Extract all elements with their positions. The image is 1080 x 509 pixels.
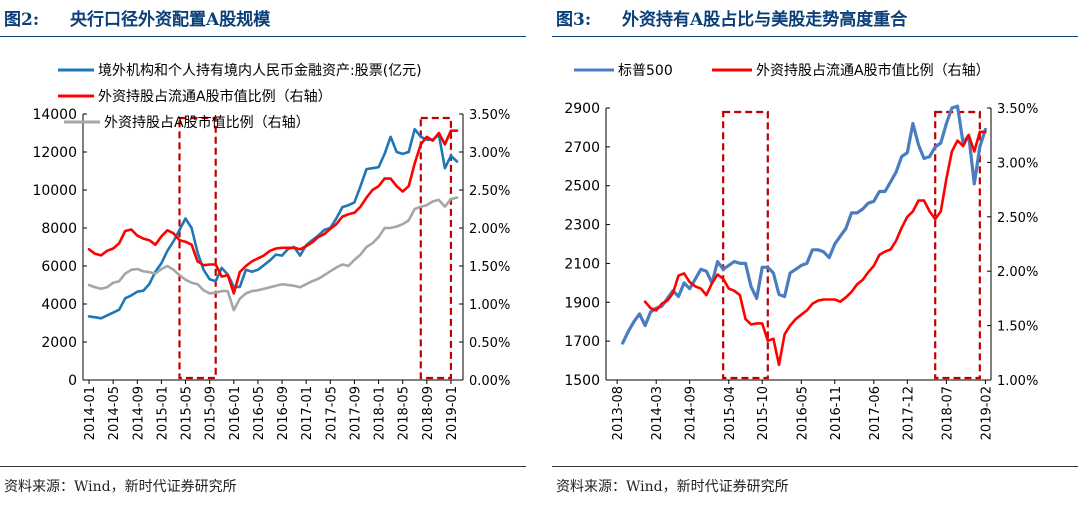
fig3-x-tick-label: 2014-03 bbox=[650, 386, 665, 440]
fig3-y-right-tick-label: 3.00% bbox=[997, 156, 1038, 171]
fig3-y-right-tick-label: 1.00% bbox=[997, 374, 1038, 389]
figure-2-bottom-rule bbox=[0, 466, 526, 467]
fig2-x-tick-label: 2018-05 bbox=[397, 386, 412, 440]
fig2-y-right-tick-label: 1.00% bbox=[469, 298, 510, 313]
figure-3-chart: 1500 1700 1900 2100 2300 2500 2700 2900 1.00% 1.5… bbox=[564, 62, 1038, 440]
fig2-x-tick-label: 2015-01 bbox=[155, 386, 170, 440]
figure-3-source: 资料来源：Wind，新时代证券研究所 bbox=[556, 479, 789, 495]
fig3-x-tick-label: 2013-08 bbox=[611, 386, 626, 440]
fig3-x-tick-label: 2019-02 bbox=[979, 386, 994, 440]
fig2-y-right-tick-label: 1.50% bbox=[469, 260, 510, 275]
fig3-y-left-tick-label: 2300 bbox=[564, 218, 600, 234]
fig2-y-left-tick-label: 6000 bbox=[41, 259, 77, 275]
fig3-y-right-tick-label: 3.50% bbox=[997, 102, 1038, 117]
fig2-x-tick-label: 2015-09 bbox=[204, 386, 219, 440]
fig2-x-tick-label: 2014-09 bbox=[131, 386, 146, 440]
fig3-y-left-tick-label: 1700 bbox=[564, 334, 600, 350]
fig3-y-right-tick-label: 2.00% bbox=[997, 265, 1038, 280]
fig3-y-right-tick-label: 1.50% bbox=[997, 320, 1038, 335]
fig2-y-right-tick-label: 2.00% bbox=[469, 222, 510, 237]
fig2-series-line-1 bbox=[87, 129, 459, 295]
fig2-series-line-0 bbox=[87, 127, 459, 320]
fig2-dashed-highlight-box bbox=[419, 116, 453, 380]
fig3-series-line-0 bbox=[621, 104, 987, 345]
fig2-x-tick-label: 2017-09 bbox=[348, 386, 363, 440]
fig2-y-right-tick-label: 3.50% bbox=[469, 108, 510, 123]
figure-2-panel: 图2: 央行口径外资配置A股规模 0 2000 4000 6000 8000 10000 12… bbox=[0, 0, 528, 509]
fig2-x-tick-label: 2016-01 bbox=[228, 386, 243, 440]
fig3-x-tick-label: 2016-11 bbox=[829, 386, 844, 440]
fig2-legend-label-2: 外资持股占A股市值比例（右轴） bbox=[104, 114, 310, 131]
fig3-legend-label-0: 标普500 bbox=[618, 63, 673, 79]
fig2-x-tick-label: 2017-01 bbox=[300, 386, 315, 440]
figure-2-source: 资料来源：Wind，新时代证券研究所 bbox=[4, 479, 237, 495]
fig2-y-right-tick-label: 2.50% bbox=[469, 184, 510, 199]
fig3-dashed-highlight-box bbox=[722, 110, 769, 380]
fig3-x-tick-label: 2016-05 bbox=[795, 386, 810, 440]
fig2-x-tick-label: 2016-09 bbox=[276, 386, 291, 440]
fig2-y-left-tick-label: 10000 bbox=[32, 183, 77, 199]
fig2-y-left-tick-label: 8000 bbox=[41, 221, 77, 237]
figure-3-bottom-rule bbox=[552, 466, 1078, 467]
fig2-y-right-tick-label: 0.00% bbox=[469, 374, 510, 389]
figure-3-panel: 图3: 外资持有A股占比与美股走势高度重合 1500 1700 1900 2100 230… bbox=[552, 0, 1080, 509]
figure-3-title-rule bbox=[552, 36, 1078, 37]
fig3-x-tick-label: 2014-09 bbox=[684, 386, 699, 440]
fig2-x-tick-label: 2016-05 bbox=[252, 386, 267, 440]
fig2-y-right-tick-label: 3.00% bbox=[469, 146, 510, 161]
fig3-x-tick-label: 2015-04 bbox=[723, 386, 738, 440]
figure-2-title: 图2: 央行口径外资配置A股规模 bbox=[4, 6, 270, 34]
figure-2-title-text: 央行口径外资配置A股规模 bbox=[70, 10, 271, 30]
figure-2-label: 图2: bbox=[4, 10, 40, 30]
fig3-y-left-tick-label: 1500 bbox=[564, 373, 600, 389]
figure-3-title: 图3: 外资持有A股占比与美股走势高度重合 bbox=[556, 6, 907, 34]
fig2-x-tick-label: 2017-05 bbox=[324, 386, 339, 440]
fig3-y-left-tick-label: 1900 bbox=[564, 295, 600, 311]
fig2-y-left-tick-label: 12000 bbox=[32, 145, 77, 161]
fig2-x-tick-label: 2014-05 bbox=[107, 386, 122, 440]
fig2-y-right-tick-label: 0.50% bbox=[469, 336, 510, 351]
fig2-x-tick-label: 2018-09 bbox=[421, 386, 436, 440]
fig3-y-left-tick-label: 2900 bbox=[564, 101, 600, 117]
fig3-y-left-tick-label: 2100 bbox=[564, 256, 600, 272]
fig2-series-line-2 bbox=[87, 196, 459, 312]
fig2-legend-label-0: 境外机构和个人持有境内人民币金融资产:股票(亿元) bbox=[98, 63, 422, 79]
fig3-x-tick-label: 2017-12 bbox=[901, 386, 916, 440]
fig2-dashed-highlight-box bbox=[178, 116, 217, 380]
fig2-y-left-tick-label: 0 bbox=[68, 373, 77, 389]
fig2-y-left-tick-label: 4000 bbox=[41, 297, 77, 313]
figure-3-label: 图3: bbox=[556, 10, 592, 30]
fig3-y-right-tick-label: 2.50% bbox=[997, 211, 1038, 226]
fig2-x-tick-label: 2018-01 bbox=[373, 386, 388, 440]
fig2-legend-label-1: 外资持股占流通A股市值比例（右轴） bbox=[98, 88, 332, 105]
fig3-y-left-tick-label: 2500 bbox=[564, 179, 600, 195]
fig2-x-tick-label: 2014-01 bbox=[83, 386, 98, 440]
figure-3-title-text: 外资持有A股占比与美股走势高度重合 bbox=[622, 10, 908, 30]
figure-2-chart: 0 2000 4000 6000 8000 10000 12000 14000 0.00% 0.5… bbox=[32, 63, 510, 440]
fig3-x-tick-label: 2015-10 bbox=[756, 386, 771, 440]
fig3-x-tick-label: 2018-07 bbox=[940, 386, 955, 440]
fig2-y-left-tick-label: 14000 bbox=[32, 107, 77, 123]
figure-2-title-rule bbox=[0, 36, 526, 37]
fig2-x-tick-label: 2015-05 bbox=[180, 386, 195, 440]
fig3-x-tick-label: 2017-06 bbox=[868, 386, 883, 440]
fig2-y-left-tick-label: 2000 bbox=[41, 335, 77, 351]
fig2-x-tick-label: 2019-01 bbox=[445, 386, 460, 440]
fig3-series-line-1 bbox=[643, 130, 987, 367]
fig3-y-left-tick-label: 2700 bbox=[564, 140, 600, 156]
fig3-legend-label-1: 外资持股占流通A股市值比例（右轴） bbox=[756, 62, 990, 79]
